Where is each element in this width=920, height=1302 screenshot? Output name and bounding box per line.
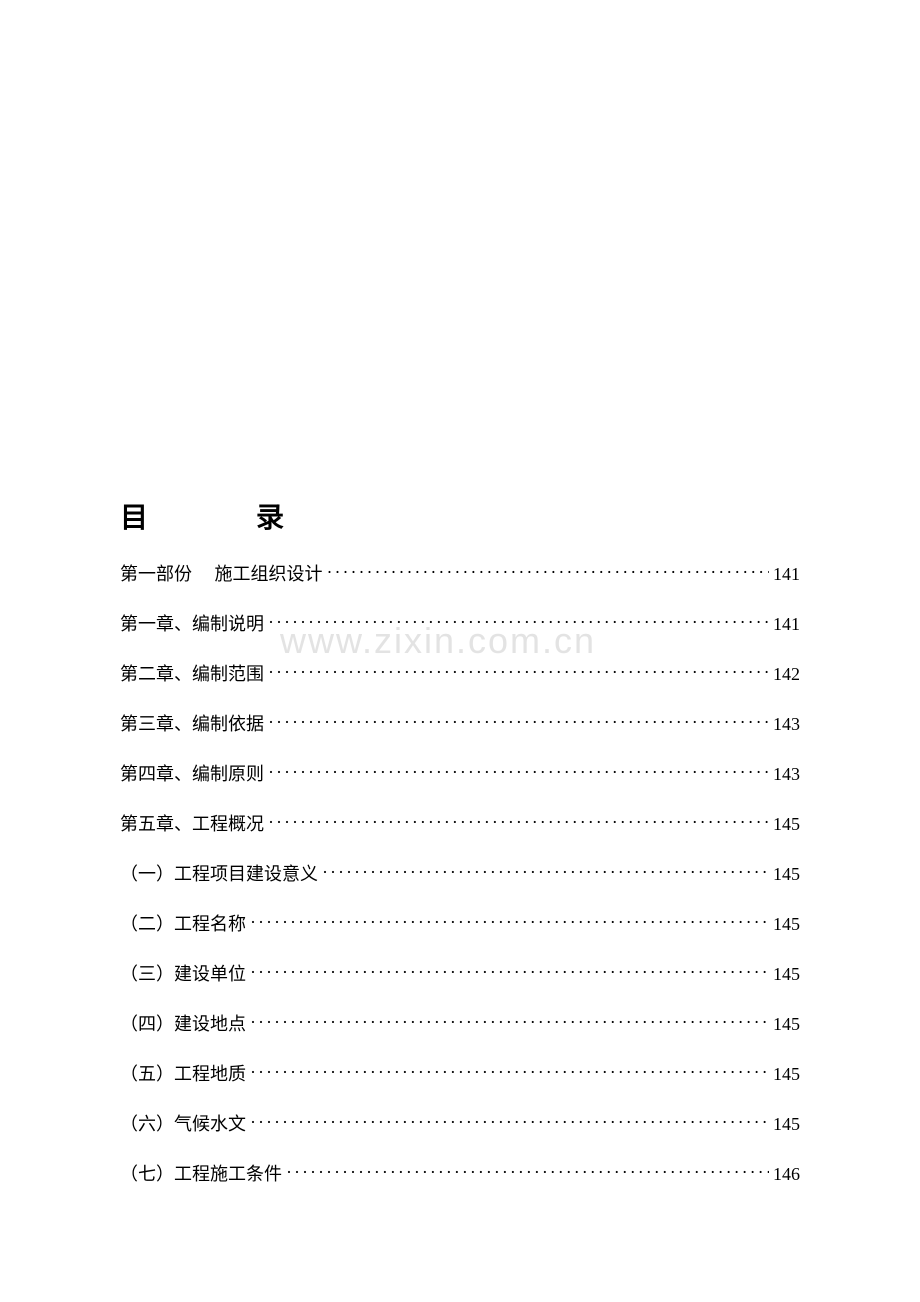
toc-entry: 第五章、工程概况 ·······························… xyxy=(120,810,800,836)
toc-entry-dots: ········································… xyxy=(268,712,769,733)
toc-entry-label: 第四章、编制原则 xyxy=(120,760,264,786)
toc-entry-label: 第一章、编制说明 xyxy=(120,610,264,636)
toc-entry-page: 145 xyxy=(773,1114,800,1135)
toc-entry-dots: ········································… xyxy=(268,612,769,633)
title-char-1: 目 xyxy=(120,503,176,534)
toc-entry-dots: ········································… xyxy=(286,1162,769,1183)
toc-entry-label: （六）气候水文 xyxy=(120,1110,246,1136)
toc-title: 目录 xyxy=(120,496,800,536)
toc-entry-page: 146 xyxy=(773,1164,800,1185)
toc-entry-label: （五）工程地质 xyxy=(120,1060,246,1086)
toc-entry: 第四章、编制原则 ·······························… xyxy=(120,760,800,786)
toc-entry-label: （一）工程项目建设意义 xyxy=(120,860,318,886)
toc-entry-page: 145 xyxy=(773,864,800,885)
toc-entry-page: 143 xyxy=(773,764,800,785)
page-container: www.zixin.com.cn 目录 第一部份 施工组织设计 ········… xyxy=(0,0,920,1186)
toc-entry-dots: ········································… xyxy=(250,1012,769,1033)
toc-entry-dots: ········································… xyxy=(250,962,769,983)
toc-entry: （七）工程施工条件 ······························… xyxy=(120,1160,800,1186)
toc-entry-page: 145 xyxy=(773,1064,800,1085)
toc-entry-dots: ········································… xyxy=(327,562,770,583)
toc-entry: 第一章、编制说明 ·······························… xyxy=(120,610,800,636)
toc-entry: （三）建设单位 ································… xyxy=(120,960,800,986)
toc-entry-label: 第三章、编制依据 xyxy=(120,710,264,736)
toc-entry-label: （四）建设地点 xyxy=(120,1010,246,1036)
toc-entry: （四）建设地点 ································… xyxy=(120,1010,800,1036)
toc-entry-label: 第一部份 施工组织设计 xyxy=(120,560,323,586)
toc-entry-label: 第五章、工程概况 xyxy=(120,810,264,836)
toc-entry: 第三章、编制依据 ·······························… xyxy=(120,710,800,736)
toc-entry-label: （七）工程施工条件 xyxy=(120,1160,282,1186)
toc-entry-page: 142 xyxy=(773,664,800,685)
toc-entry-label: （二）工程名称 xyxy=(120,910,246,936)
toc-entry-dots: ········································… xyxy=(268,662,769,683)
title-char-2: 录 xyxy=(256,503,312,534)
toc-entry-dots: ········································… xyxy=(250,912,769,933)
toc-entry-dots: ········································… xyxy=(322,862,769,883)
toc-entry: 第二章、编制范围 ·······························… xyxy=(120,660,800,686)
toc-entry: （一）工程项目建设意义 ····························… xyxy=(120,860,800,886)
toc-entry: （二）工程名称 ································… xyxy=(120,910,800,936)
toc-entry-page: 141 xyxy=(773,564,800,585)
toc-entry-page: 145 xyxy=(773,964,800,985)
toc-entry-page: 145 xyxy=(773,1014,800,1035)
toc-entry-page: 145 xyxy=(773,814,800,835)
toc-entry-dots: ········································… xyxy=(268,812,769,833)
toc-entry-page: 143 xyxy=(773,714,800,735)
toc-entry-label: 第二章、编制范围 xyxy=(120,660,264,686)
toc-entry: （六）气候水文 ································… xyxy=(120,1110,800,1136)
toc-entry-page: 145 xyxy=(773,914,800,935)
toc-entry-label: （三）建设单位 xyxy=(120,960,246,986)
toc-entry: 第一部份 施工组织设计 ····························… xyxy=(120,560,800,586)
toc-entry-page: 141 xyxy=(773,614,800,635)
toc-entry-dots: ········································… xyxy=(268,762,769,783)
toc-entry: （五）工程地质 ································… xyxy=(120,1060,800,1086)
toc-entry-dots: ········································… xyxy=(250,1112,769,1133)
toc-entry-dots: ········································… xyxy=(250,1062,769,1083)
